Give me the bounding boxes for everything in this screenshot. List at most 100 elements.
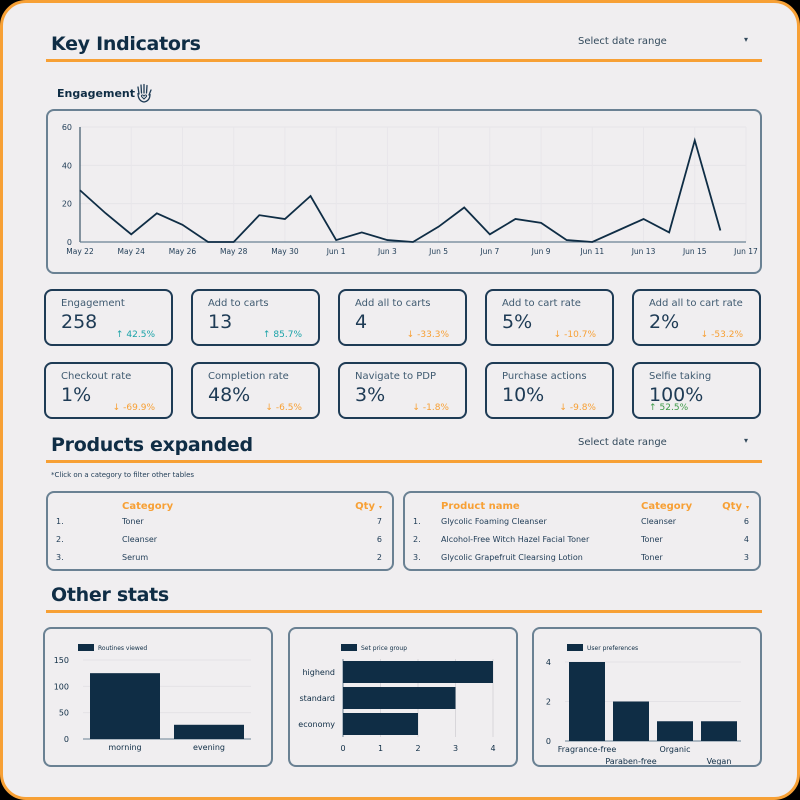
svg-text:Jun 15: Jun 15 [682,247,707,256]
svg-text:economy: economy [298,720,335,729]
kpi-card[interactable]: Add all to cart rate 2% ↓ -53.2% [632,289,761,346]
section-title-key-indicators: Key Indicators [51,33,201,55]
kpi-label: Add all to cart rate [649,298,743,309]
svg-text:May 24: May 24 [118,247,146,256]
arrow-down-icon: ↓ [553,330,562,340]
arrow-up-icon: ↑ [262,330,271,340]
row-product-name: Alcohol-Free Witch Hazel Facial Toner [441,535,590,544]
row-category: Toner [122,517,144,526]
svg-text:Jun 11: Jun 11 [579,247,604,256]
row-rank: 3. [413,553,421,562]
kpi-label: Engagement [61,298,125,309]
column-header-category[interactable]: Category [122,501,174,512]
column-header-qty[interactable]: Qty ▾ [722,501,749,512]
category-table: Category Qty ▾ 1. Toner 7 2. Cleanser 6 3. Serum… [46,491,394,571]
svg-text:0: 0 [340,744,345,753]
chevron-down-icon: ▾ [743,35,748,44]
svg-text:40: 40 [62,161,72,170]
svg-text:Set price group: Set price group [361,645,407,652]
kpi-value: 48% [208,384,251,406]
sort-desc-icon: ▾ [378,504,382,511]
svg-text:Jun 7: Jun 7 [479,247,499,256]
kpi-delta: ↓ -53.2% [701,330,743,340]
kpi-label: Completion rate [208,371,289,382]
column-header-category[interactable]: Category [641,501,693,512]
svg-text:Vegan: Vegan [707,757,732,765]
arrow-down-icon: ↓ [406,330,415,340]
kpi-card[interactable]: Checkout rate 1% ↓ -69.9% [44,362,173,419]
svg-text:Jun 17: Jun 17 [733,247,758,256]
svg-text:100: 100 [54,682,69,691]
product-table: Product name Category Qty ▾ 1. Glycolic Fo… [403,491,761,571]
svg-text:0: 0 [546,737,551,746]
kpi-label: Add all to carts [355,298,431,309]
kpi-card[interactable]: Navigate to PDP 3% ↓ -1.8% [338,362,467,419]
sort-desc-icon: ▾ [745,504,749,511]
kpi-delta-value: 52.5% [659,403,689,413]
kpi-delta: ↓ -69.9% [113,403,155,413]
kpi-label: Add to carts [208,298,269,309]
date-range-select[interactable]: Select date range ▾ [578,35,748,51]
section-title-other-stats: Other stats [51,584,169,606]
svg-text:Routines viewed: Routines viewed [98,645,147,652]
arrow-down-icon: ↓ [412,403,420,413]
svg-text:1: 1 [378,744,383,753]
kpi-delta-value: -9.8% [569,403,596,413]
kpi-delta-value: -53.2% [711,330,743,340]
svg-text:User preferences: User preferences [587,645,638,652]
kpi-delta: ↑ 52.5% [649,403,688,413]
svg-text:2: 2 [415,744,420,753]
svg-text:Jun 1: Jun 1 [326,247,346,256]
kpi-card[interactable]: Add to cart rate 5% ↓ -10.7% [485,289,614,346]
arrow-down-icon: ↓ [112,403,121,413]
price-group-chart: Set price group 0 1 2 3 4 highend standard econo… [288,627,518,767]
kpi-value: 5% [502,311,533,333]
kpi-value: 3% [355,384,386,406]
section-title-products-expanded: Products expanded [51,434,253,456]
date-range-select-products[interactable]: Select date range ▾ [578,436,748,452]
arrow-up-icon: ↑ [115,330,124,340]
routines-viewed-plot: Routines viewed 0 50 100 150 morning evening [54,644,251,752]
table-row[interactable]: 2. Cleanser 6 [48,533,392,549]
date-range-label: Select date range [578,437,667,448]
kpi-delta-value: -69.9% [123,403,155,413]
filter-hint: *Click on a category to filter other tab… [51,471,195,479]
svg-text:Jun 3: Jun 3 [377,247,397,256]
row-category: Cleanser [122,535,158,544]
user-preferences-plot: User preferences 0 2 4 Fragrance-free Paraben… [546,644,741,765]
table-row[interactable]: 3. Serum 2 [48,551,392,567]
table-row[interactable]: 3. Glycolic Grapefruit Clearsing Lotion To… [405,551,759,567]
column-header-qty[interactable]: Qty ▾ [355,501,382,512]
svg-text:150: 150 [54,656,69,665]
row-rank: 1. [56,517,64,526]
row-product-name: Glycolic Grapefruit Clearsing Lotion [441,553,583,562]
row-category: Toner [641,553,663,562]
row-rank: 2. [56,535,64,544]
svg-text:60: 60 [62,123,72,132]
kpi-card[interactable]: Add to carts 13 ↑ 85.7% [191,289,320,346]
kpi-card[interactable]: Add all to carts 4 ↓ -33.3% [338,289,467,346]
svg-text:highend: highend [302,668,335,677]
kpi-delta: ↓ -33.3% [407,330,449,340]
kpi-card[interactable]: Selfie taking 100% ↑ 52.5% [632,362,761,419]
kpi-card[interactable]: Engagement 258 ↑ 42.5% [44,289,173,346]
row-category: Serum [122,553,149,562]
svg-text:2: 2 [546,698,551,707]
column-header-product-name[interactable]: Product name [441,501,520,512]
svg-text:Jun 5: Jun 5 [428,247,448,256]
kpi-delta: ↓ -1.8% [412,403,449,413]
table-row[interactable]: 1. Glycolic Foaming Cleanser Cleanser 6 [405,515,759,531]
kpi-value: 1% [61,384,92,406]
svg-text:0: 0 [64,735,69,744]
table-row[interactable]: 2. Alcohol-Free Witch Hazel Facial Toner T… [405,533,759,549]
svg-text:3: 3 [453,744,458,753]
svg-text:May 22: May 22 [66,247,94,256]
other-stats-header: Other stats [46,584,762,613]
kpi-card[interactable]: Completion rate 48% ↓ -6.5% [191,362,320,419]
table-row[interactable]: 1. Toner 7 [48,515,392,531]
kpi-label: Purchase actions [502,371,587,382]
kpi-card[interactable]: Purchase actions 10% ↓ -9.8% [485,362,614,419]
svg-text:50: 50 [59,709,69,718]
kpi-value: 13 [208,311,233,333]
key-indicators-header: Key Indicators Select date range ▾ [46,33,762,62]
